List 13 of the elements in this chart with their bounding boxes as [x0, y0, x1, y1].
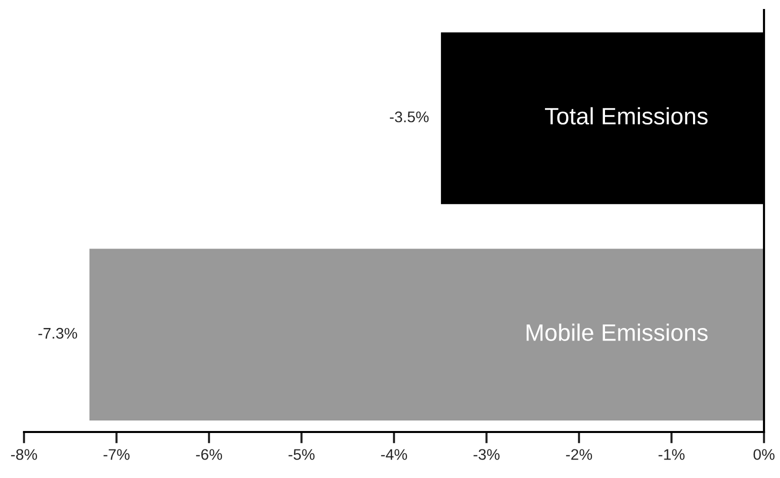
data-label: -3.5% — [390, 111, 429, 122]
x-tick-label: -8% — [11, 449, 38, 460]
x-tick-label: -1% — [658, 449, 685, 460]
x-tick-label: -7% — [104, 449, 130, 460]
x-tick-label: -4% — [381, 449, 408, 460]
x-tick-label: 0% — [754, 449, 774, 460]
x-tick-label: -2% — [566, 449, 592, 460]
x-tick-label: -3% — [474, 449, 500, 460]
y-tick-label: Total Emissions — [544, 107, 708, 125]
data-label: -7.3% — [38, 328, 78, 339]
y-tick-label: Mobile Emissions — [526, 324, 708, 341]
x-tick-label: -6% — [196, 449, 222, 460]
x-tick-label: -5% — [288, 449, 315, 460]
